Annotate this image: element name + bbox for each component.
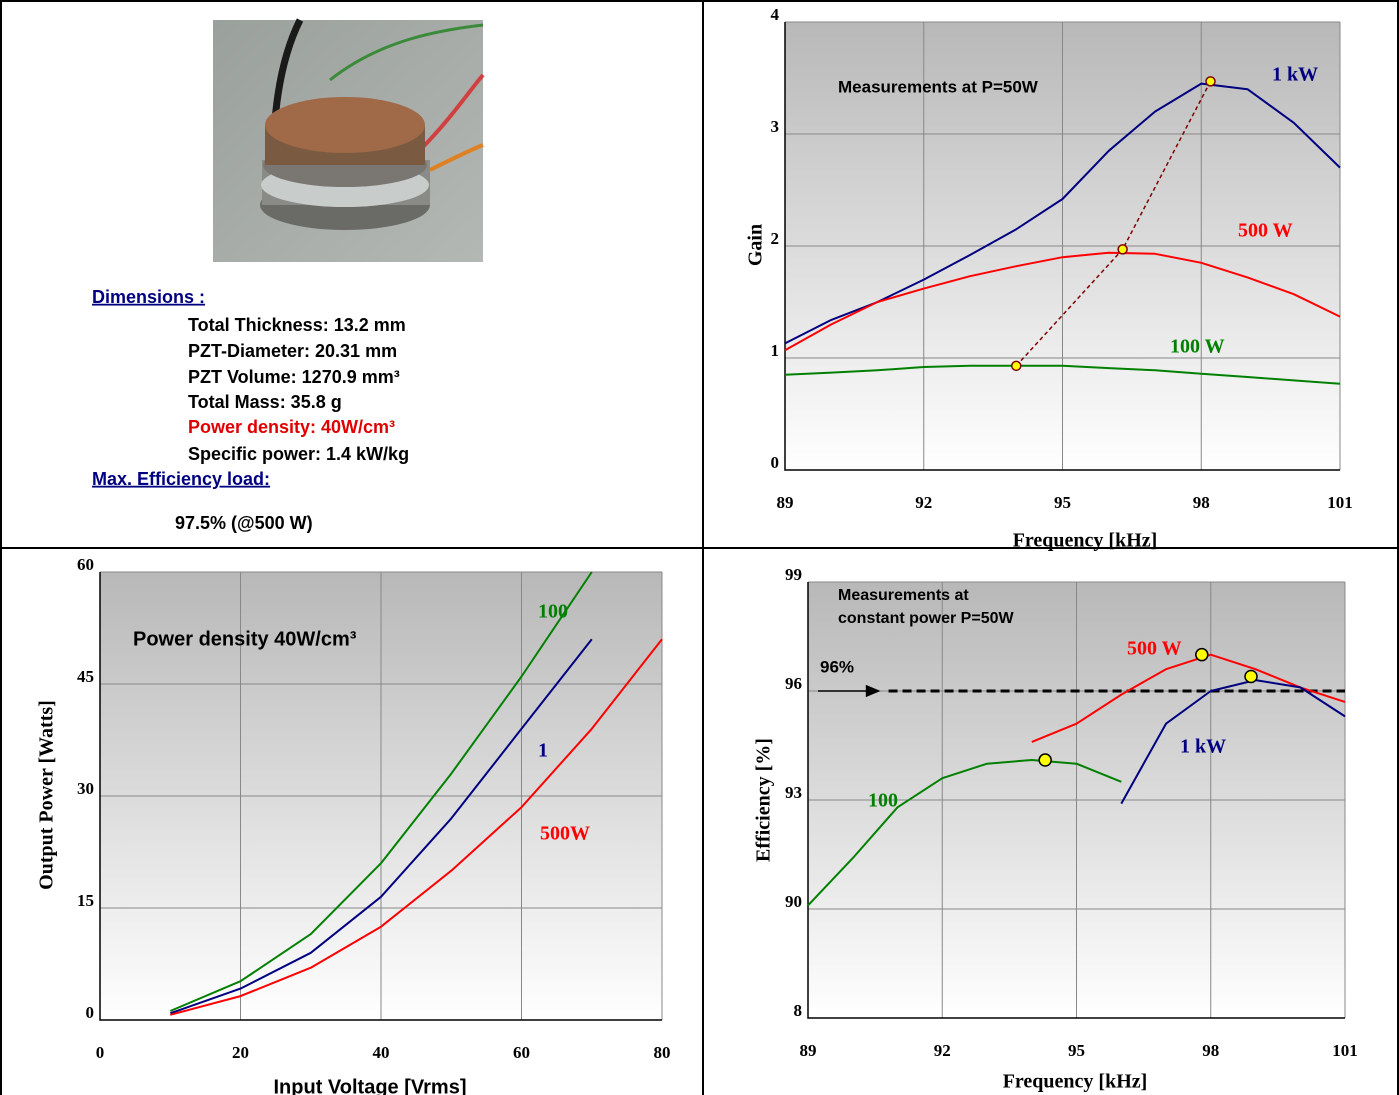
- series-label: 100: [538, 601, 568, 623]
- y-tick-label: 4: [771, 5, 780, 24]
- y-tick-label: 3: [771, 117, 780, 136]
- annotation: constant power P=50W: [838, 610, 1014, 627]
- x-axis-label: Frequency [kHz]: [1013, 530, 1158, 552]
- y-tick-label: 0: [86, 1003, 95, 1022]
- x-tick-label: 60: [513, 1043, 530, 1062]
- series-label: 100 W: [1170, 336, 1225, 358]
- y-tick-label: 99: [785, 565, 802, 584]
- y-tick-label: 15: [77, 891, 94, 910]
- annotation: Power density 40W/cm³: [133, 628, 357, 650]
- x-tick-label: 95: [1068, 1041, 1085, 1060]
- doc-heading: Dimensions :: [92, 287, 205, 307]
- threshold-label: 96%: [820, 657, 854, 676]
- y-tick-label: 30: [77, 779, 94, 798]
- y-tick-label: 45: [77, 667, 94, 686]
- doc-line: Total Thickness: 13.2 mm: [188, 315, 406, 335]
- series-label: 1 kW: [1180, 736, 1226, 758]
- y-tick-label: 60: [77, 555, 94, 574]
- series-line: [169, 638, 593, 1015]
- doc-line: PZT Volume: 1270.9 mm³: [188, 367, 400, 387]
- x-tick-label: 92: [915, 493, 932, 512]
- axis: [807, 582, 1345, 1019]
- annotation: Measurements at: [838, 587, 969, 604]
- doc-line: Specific power: 1.4 kW/kg: [188, 444, 409, 464]
- x-tick-label: 89: [800, 1041, 817, 1060]
- annotation: Measurements at P=50W: [838, 77, 1039, 96]
- y-tick-label: 1: [771, 341, 780, 360]
- x-tick-label: 101: [1327, 493, 1353, 512]
- y-tick-label: 8: [794, 1001, 803, 1020]
- series-line: [1031, 653, 1346, 743]
- doc-line: 97.5% (@500 W): [175, 513, 313, 533]
- doc-line: Total Mass: 35.8 g: [188, 392, 342, 412]
- series-label: 1: [538, 740, 548, 762]
- series-label: 500W: [540, 823, 590, 845]
- y-tick-label: 2: [771, 229, 780, 248]
- peak-marker: [1117, 244, 1128, 255]
- axis: [99, 572, 662, 1021]
- x-tick-label: 101: [1332, 1041, 1358, 1060]
- series-label: 1 kW: [1272, 64, 1318, 86]
- series-line: [784, 364, 1341, 385]
- peak-marker: [1244, 669, 1258, 684]
- series-label: 500 W: [1238, 220, 1293, 242]
- photo: [213, 18, 485, 262]
- x-tick-label: 89: [777, 493, 794, 512]
- series-line: [170, 638, 663, 1016]
- series-line: [169, 571, 593, 1012]
- x-tick-label: 98: [1193, 493, 1210, 512]
- series-label: 100: [868, 790, 898, 812]
- x-axis-label: Input Voltage [Vrms]: [274, 1076, 467, 1095]
- x-tick-label: 80: [654, 1043, 671, 1062]
- x-tick-label: 40: [373, 1043, 390, 1062]
- y-tick-label: 93: [785, 783, 802, 802]
- x-tick-label: 20: [232, 1043, 249, 1062]
- series-line: [784, 251, 1341, 352]
- y-tick-label: 90: [785, 892, 802, 911]
- peak-marker: [1038, 753, 1052, 767]
- y-tick-label: 0: [771, 453, 780, 472]
- x-tick-label: 98: [1202, 1041, 1219, 1060]
- x-tick-label: 92: [934, 1041, 951, 1060]
- x-tick-label: 0: [96, 1043, 105, 1062]
- doc-heading: Max. Efficiency load:: [92, 469, 270, 489]
- peak-marker: [1205, 76, 1216, 87]
- y-tick-label: 96: [785, 674, 802, 693]
- series-label: 500 W: [1127, 638, 1182, 660]
- x-tick-label: 95: [1054, 493, 1071, 512]
- axis: [784, 22, 1340, 471]
- series-line: [807, 759, 1122, 907]
- y-axis-label: Gain: [745, 224, 767, 266]
- y-axis-label: Efficiency [%]: [753, 738, 775, 862]
- peak-marker: [1011, 360, 1022, 372]
- peak-marker: [1195, 647, 1209, 662]
- doc-line: Power density: 40W/cm³: [188, 417, 395, 437]
- series-line: [1120, 679, 1346, 805]
- arrow: [818, 684, 881, 698]
- doc-line: PZT-Diameter: 20.31 mm: [188, 341, 397, 361]
- y-axis-label: Output Power [Watts]: [36, 700, 58, 890]
- x-axis-label: Frequency [kHz]: [1003, 1071, 1148, 1093]
